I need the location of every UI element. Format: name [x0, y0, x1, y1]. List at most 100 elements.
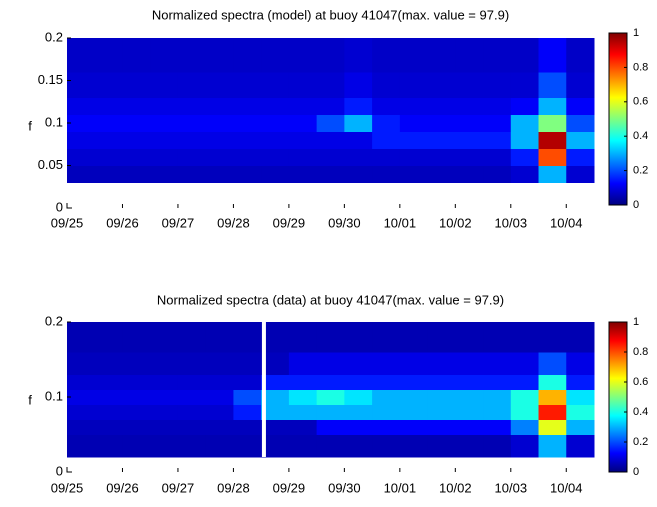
- heatmap-cell: [316, 38, 345, 73]
- heatmap-cell: [261, 434, 290, 458]
- heatmap-cell: [483, 165, 512, 183]
- heatmap-cell: [233, 404, 262, 420]
- x-tick-label: 09/28: [217, 215, 250, 230]
- heatmap-cell: [261, 352, 290, 375]
- heatmap-cell: [427, 114, 456, 132]
- heatmap-cell: [344, 148, 373, 166]
- heatmap-cell: [455, 404, 484, 420]
- colorbar-tick-label: 0: [633, 466, 639, 478]
- heatmap-cell: [67, 419, 96, 435]
- heatmap-cell: [177, 148, 207, 166]
- heatmap-cell: [261, 38, 290, 73]
- heatmap-cell: [399, 165, 429, 183]
- x-tick-label: 10/01: [384, 480, 417, 495]
- heatmap-cell: [177, 389, 207, 405]
- heatmap-cell: [427, 148, 456, 166]
- heatmap-cell: [399, 38, 429, 73]
- heatmap-cell: [150, 131, 179, 149]
- heatmap-cell: [427, 322, 456, 353]
- heatmap-cell: [344, 38, 373, 73]
- heatmap-cell: [427, 434, 456, 458]
- heatmap-cell: [67, 374, 96, 390]
- heatmap-cell: [372, 38, 401, 73]
- heatmap-cell: [427, 419, 456, 435]
- heatmap-cell: [205, 352, 234, 375]
- heatmap-cell: [455, 322, 484, 353]
- heatmap-cell: [538, 434, 567, 458]
- heatmap-cell: [94, 322, 123, 353]
- heatmap-cell: [122, 404, 151, 420]
- heatmap-cell: [538, 419, 567, 435]
- heatmap-cell: [344, 72, 373, 98]
- heatmap-cell: [399, 404, 429, 420]
- colorbar-tick-label: 0.8: [633, 346, 648, 358]
- heatmap-cell: [205, 322, 234, 353]
- heatmap-cell: [316, 148, 345, 166]
- heatmap-cell: [566, 434, 595, 458]
- heatmap-cell: [566, 148, 595, 166]
- heatmap-cell: [510, 434, 540, 458]
- heatmap-cell: [510, 374, 540, 390]
- heatmap-cell: [372, 72, 401, 98]
- heatmap-cell: [122, 72, 151, 98]
- heatmap-cell: [177, 114, 207, 132]
- heatmap-cell: [372, 434, 401, 458]
- heatmap-cell: [510, 165, 540, 183]
- heatmap-cell: [538, 322, 567, 353]
- heatmap-cell: [427, 389, 456, 405]
- heatmap-cell: [483, 97, 512, 115]
- heatmap-cell: [566, 72, 595, 98]
- heatmap-cell: [261, 165, 290, 183]
- heatmap-cell: [233, 72, 262, 98]
- heatmap-cell: [372, 389, 401, 405]
- heatmap-cell: [177, 72, 207, 98]
- heatmap-cell: [427, 374, 456, 390]
- heatmap-cell: [94, 114, 123, 132]
- heatmap-cell: [510, 322, 540, 353]
- heatmap-cell: [510, 389, 540, 405]
- heatmap-cell: [233, 419, 262, 435]
- heatmap-cell: [205, 97, 234, 115]
- heatmap-cell: [538, 38, 567, 73]
- heatmap-cell: [399, 148, 429, 166]
- heatmap-cell: [205, 419, 234, 435]
- heatmap-cell: [122, 165, 151, 183]
- x-tick-label: 09/26: [106, 215, 139, 230]
- heatmap-cell: [427, 131, 456, 149]
- heatmap-cell: [288, 352, 318, 375]
- heatmap-cell: [510, 404, 540, 420]
- colorbar-tick-label: 0: [633, 199, 639, 211]
- heatmap-cell: [455, 352, 484, 375]
- heatmap-cell: [67, 434, 96, 458]
- colorbar-tick-label: 0.8: [633, 61, 648, 73]
- heatmap-cell: [372, 352, 401, 375]
- colorbar: [608, 321, 628, 473]
- heatmap-cell: [344, 352, 373, 375]
- y-axis-label: f: [28, 118, 32, 133]
- heatmap-cell: [94, 72, 123, 98]
- heatmap-cell: [427, 165, 456, 183]
- heatmap-cell: [344, 419, 373, 435]
- heatmap-cell: [233, 148, 262, 166]
- heatmap-cell: [261, 148, 290, 166]
- heatmap-cell: [205, 374, 234, 390]
- heatmap-cell: [316, 165, 345, 183]
- heatmap-cell: [538, 72, 567, 98]
- heatmap-cell: [205, 389, 234, 405]
- heatmap-cell: [177, 374, 207, 390]
- heatmap-cell: [510, 148, 540, 166]
- heatmap-cell: [288, 389, 318, 405]
- y-axis-label: f: [28, 392, 32, 407]
- heatmap-cell: [261, 97, 290, 115]
- x-tick-label: 10/02: [439, 215, 472, 230]
- heatmap-cell: [205, 434, 234, 458]
- heatmap-cell: [483, 72, 512, 98]
- heatmap-cell: [177, 131, 207, 149]
- heatmap-cell: [150, 389, 179, 405]
- heatmap-cell: [233, 165, 262, 183]
- heatmap-cell: [261, 419, 290, 435]
- heatmap-cell: [427, 404, 456, 420]
- heatmap-cell: [566, 322, 595, 353]
- heatmap-cell: [455, 374, 484, 390]
- heatmap-cell: [455, 72, 484, 98]
